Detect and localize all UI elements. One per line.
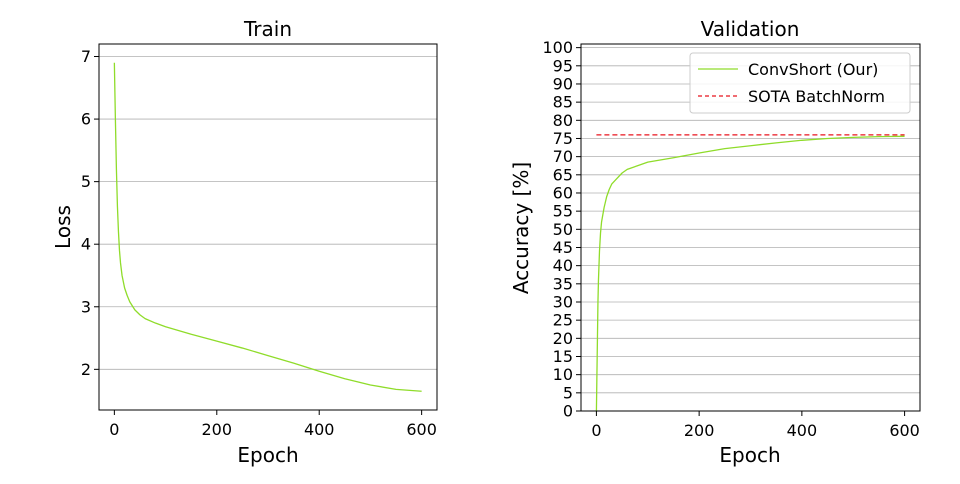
train-x-ticks: 0 200 400 600: [109, 410, 437, 439]
x-tick-label: 400: [304, 420, 335, 439]
y-tick-label: 65: [553, 165, 573, 184]
train-panel: Train 0 200 400 600 2 3 4 5 6 7 Epoch Loss: [51, 17, 438, 467]
y-tick-label: 60: [553, 183, 573, 202]
series-line-0: [113, 62, 422, 392]
y-tick-label: 2: [81, 360, 91, 379]
y-tick-label: 80: [553, 111, 573, 130]
y-tick-label: 35: [553, 274, 573, 293]
y-tick-label: 85: [553, 93, 573, 112]
validation-legend: ConvShort (Our) SOTA BatchNorm: [689, 52, 911, 114]
series-line-0: [595, 135, 905, 412]
y-tick-label: 10: [553, 365, 573, 384]
legend-label-sota-batchnorm: SOTA BatchNorm: [748, 87, 885, 106]
x-tick-label: 600: [889, 421, 920, 440]
y-tick-label: 30: [553, 292, 573, 311]
x-tick-label: 200: [202, 420, 233, 439]
legend-label-convshort: ConvShort (Our): [748, 60, 878, 79]
train-title: Train: [243, 17, 292, 41]
validation-y-ticks: 0510152025303540455055606570758085909510…: [542, 38, 581, 421]
validation-x-ticks: 0 200 400 600: [591, 411, 920, 440]
x-tick-label: 600: [406, 420, 437, 439]
y-tick-label: 50: [553, 220, 573, 239]
y-tick-label: 90: [553, 74, 573, 93]
y-tick-label: 20: [553, 329, 573, 348]
train-y-label: Loss: [51, 205, 75, 249]
x-tick-label: 0: [591, 421, 601, 440]
y-tick-label: 45: [553, 238, 573, 257]
train-y-ticks: 2 3 4 5 6 7: [81, 47, 99, 379]
y-tick-label: 70: [553, 147, 573, 166]
validation-axes-frame: [580, 43, 921, 412]
y-tick-label: 7: [81, 47, 91, 66]
x-tick-label: 0: [109, 420, 119, 439]
y-tick-label: 15: [553, 347, 573, 366]
validation-panel: Validation 0 200 400 600 051015202530354045…: [509, 17, 921, 467]
train-series: [113, 62, 422, 392]
y-tick-label: 4: [81, 235, 91, 254]
legend-box: [689, 52, 911, 114]
y-tick-label: 40: [553, 256, 573, 275]
validation-y-label: Accuracy [%]: [509, 162, 533, 294]
x-tick-label: 200: [684, 421, 715, 440]
x-tick-label: 400: [787, 421, 818, 440]
y-tick-label: 95: [553, 56, 573, 75]
y-tick-label: 55: [553, 202, 573, 221]
validation-series: [595, 134, 905, 412]
y-tick-label: 3: [81, 297, 91, 316]
train-grid: [99, 56, 437, 370]
y-tick-label: 100: [542, 38, 573, 57]
y-tick-label: 25: [553, 311, 573, 330]
y-tick-label: 6: [81, 110, 91, 129]
y-tick-label: 0: [563, 402, 573, 421]
y-tick-label: 5: [563, 383, 573, 402]
validation-title: Validation: [701, 17, 800, 41]
train-axes-frame: [98, 43, 438, 411]
y-tick-label: 5: [81, 172, 91, 191]
validation-x-label: Epoch: [719, 443, 780, 467]
train-x-label: Epoch: [237, 443, 298, 467]
y-tick-label: 75: [553, 129, 573, 148]
